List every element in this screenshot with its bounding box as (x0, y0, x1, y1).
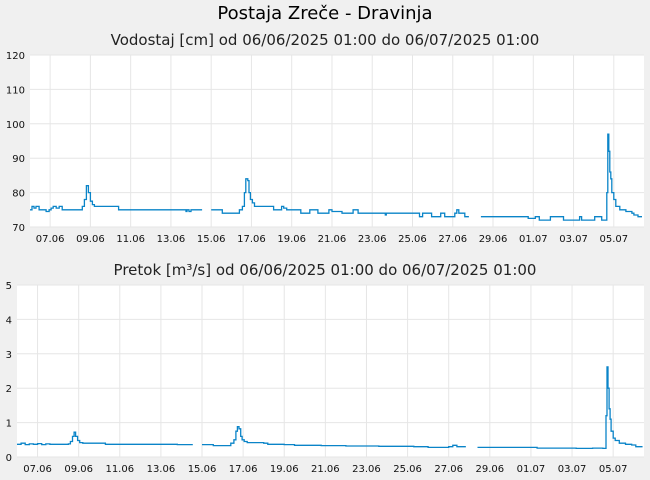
series-line (477, 366, 643, 450)
x-tick-label: 11.06 (116, 234, 145, 245)
x-tick-label: 07.06 (36, 234, 65, 245)
station-title: Postaja Zreče - Dravinja (217, 3, 433, 24)
x-tick-label: 03.07 (558, 464, 587, 475)
plot-area (30, 55, 644, 227)
x-tick-label: 27.06 (438, 234, 467, 245)
y-tick-label: 80 (12, 189, 25, 200)
x-tick-label: 05.07 (599, 234, 628, 245)
x-tick-label: 03.07 (559, 234, 588, 245)
y-tick-label: 2 (6, 384, 12, 395)
chart-title: Vodostaj [cm] od 06/06/2025 01:00 do 06/… (111, 31, 540, 49)
y-tick-label: 5 (6, 281, 12, 292)
x-tick-label: 21.06 (311, 464, 340, 475)
y-tick-label: 0 (6, 453, 12, 464)
y-tick-label: 4 (6, 315, 12, 326)
y-tick-label: 100 (6, 120, 25, 131)
x-tick-label: 23.06 (358, 234, 387, 245)
x-tick-label: 25.06 (398, 234, 427, 245)
x-tick-label: 19.06 (270, 464, 299, 475)
series-line (30, 185, 203, 213)
y-tick-label: 110 (6, 85, 25, 96)
x-tick-label: 17.06 (237, 234, 266, 245)
series-line (17, 431, 193, 446)
x-tick-label: 29.06 (475, 464, 504, 475)
x-tick-label: 29.06 (479, 234, 508, 245)
x-tick-label: 09.06 (76, 234, 105, 245)
y-tick-label: 90 (12, 154, 25, 165)
x-tick-label: 21.06 (318, 234, 347, 245)
series-line (480, 133, 642, 221)
x-tick-label: 05.07 (599, 464, 628, 475)
y-tick-label: 70 (12, 223, 25, 234)
series-line (211, 178, 469, 218)
x-tick-label: 13.06 (157, 234, 186, 245)
x-tick-label: 19.06 (277, 234, 306, 245)
x-tick-label: 27.06 (434, 464, 463, 475)
y-tick-label: 1 (6, 419, 12, 430)
chart-title: Pretok [m³/s] od 06/06/2025 01:00 do 06/… (114, 261, 537, 279)
x-tick-label: 23.06 (352, 464, 381, 475)
x-tick-label: 13.06 (147, 464, 176, 475)
series-line (202, 426, 466, 449)
x-tick-label: 25.06 (393, 464, 422, 475)
x-tick-label: 15.06 (197, 234, 226, 245)
discharge-chart: Pretok [m³/s] od 06/06/2025 01:00 do 06/… (6, 261, 644, 475)
x-tick-label: 01.07 (517, 464, 546, 475)
y-tick-label: 3 (6, 350, 12, 361)
water-level-chart: Vodostaj [cm] od 06/06/2025 01:00 do 06/… (6, 31, 644, 245)
x-tick-label: 11.06 (105, 464, 134, 475)
plot-area (17, 285, 644, 457)
y-tick-label: 120 (6, 51, 25, 62)
x-tick-label: 17.06 (229, 464, 258, 475)
x-tick-label: 09.06 (64, 464, 93, 475)
x-tick-label: 07.06 (23, 464, 52, 475)
x-tick-label: 01.07 (519, 234, 548, 245)
x-tick-label: 15.06 (188, 464, 217, 475)
